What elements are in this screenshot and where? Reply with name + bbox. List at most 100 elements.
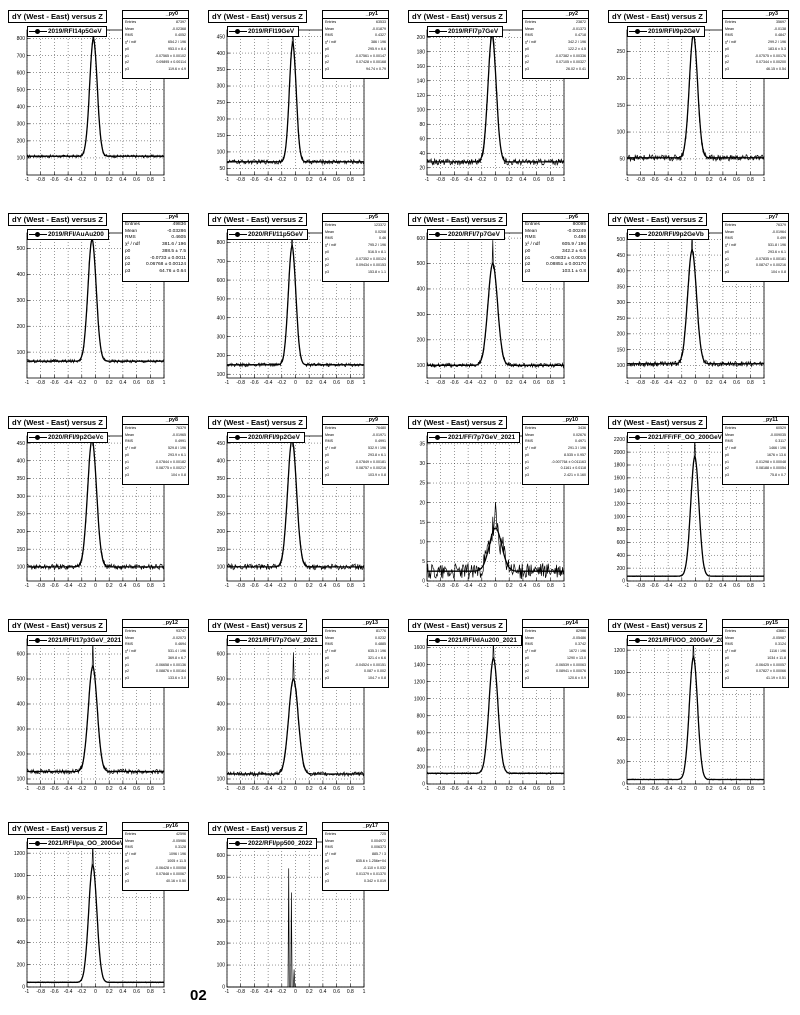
x-tick-label: 0.4 [119, 177, 126, 183]
x-tick-label: 0 [294, 583, 297, 589]
stats-key: p1 [125, 255, 131, 261]
legend-label: 2021/FF/7p7GeV_2021 [448, 434, 516, 441]
stats-row: RMS 0.4327 [323, 32, 388, 39]
x-tick-label: 0.4 [319, 177, 326, 183]
stats-row: p0 1034 ± 11.8 [723, 655, 788, 662]
x-tick-label: -0.6 [450, 583, 459, 589]
x-tick-label: 0.2 [706, 380, 713, 386]
stats-box-name: _py14 [523, 620, 588, 628]
x-tick-label: 1 [163, 177, 166, 183]
stats-row: χ² / ndf 342.2 / 196 [523, 39, 588, 46]
stats-value: 635.6 ± 1.256e+04 [355, 858, 386, 863]
x-tick-label: -0.4 [664, 786, 673, 792]
x-tick-label: -0.8 [636, 177, 645, 183]
stats-row: p2 0.1161 ± 0.0118 [523, 465, 588, 472]
stats-row: χ² / ndf 532.9 / 196 [323, 445, 388, 452]
stats-row: p0 1005 ± 11.5 [123, 858, 188, 865]
x-tick-label: 1 [763, 583, 766, 589]
x-tick-label: -1 [25, 177, 30, 183]
x-tick-label: 0.8 [347, 583, 354, 589]
legend-label: 2019/RFI/AuAu200 [48, 231, 104, 238]
legend-box: 2020/RFI/9p2GeVc [27, 432, 109, 443]
stats-row: Mean 0.02676 [523, 432, 588, 439]
y-tick-label: 1000 [614, 670, 625, 676]
x-tick-label: -1 [225, 786, 230, 792]
stats-key: p2 [125, 466, 129, 471]
stats-key: p3 [325, 675, 329, 680]
y-tick-label: 200 [217, 752, 226, 758]
y-tick-label: 700 [17, 53, 26, 59]
stats-key: Mean [125, 838, 134, 843]
y-tick-label: 1800 [614, 463, 625, 469]
y-tick-label: 100 [217, 963, 226, 969]
stats-key: χ² / ndf [525, 242, 540, 248]
stats-row: RMS 0.4991 [123, 438, 188, 445]
x-tick-label: 0 [494, 786, 497, 792]
stats-key: p1 [725, 53, 729, 58]
stats-key: Entries [125, 832, 137, 836]
stats-row: p2 0.09434 ± 0.00153 [323, 262, 388, 269]
histogram-title: dY (West - East) versus Z [8, 10, 107, 23]
stats-key: Entries [525, 20, 537, 24]
y-tick-label: 350 [617, 284, 626, 290]
stats-row: Entries 93747 [123, 628, 188, 635]
stats-row: Mean -0.0138 [723, 26, 788, 33]
stats-key: p2 [525, 262, 531, 268]
stats-key: χ² / ndf [125, 649, 137, 654]
x-tick-label: 0.6 [733, 380, 740, 386]
histogram-title: dY (West - East) versus Z [208, 822, 307, 835]
legend-marker-icon [28, 433, 48, 442]
stats-row: p1 -0.007764 ± 0.011163 [523, 459, 588, 466]
stats-value: 0.06768 ± 0.00124 [146, 262, 186, 268]
stats-box-name: _py15 [723, 620, 788, 628]
histogram-title: dY (West - East) versus Z [208, 619, 307, 632]
y-tick-label: 500 [17, 87, 26, 93]
stats-row: p3 104 ± 0.8 [723, 269, 788, 276]
stats-box: _py12 Entries 93747 Mean -0.02073 RMS 0.4694 χ²… [122, 619, 189, 688]
stats-value: 0.4991 [175, 439, 186, 444]
stats-value: 87397 [176, 20, 186, 24]
x-tick-label: -0.2 [677, 177, 686, 183]
y-tick-label: 400 [617, 269, 626, 275]
stats-row: p3 119.6 ± 4.9 [123, 66, 188, 73]
stats-value: 0.08757 ± 0.00216 [356, 466, 386, 471]
fit-curve [627, 654, 764, 781]
stats-key: χ² / ndf [325, 446, 337, 451]
stats-value: 293.8 ± 6.1 [368, 452, 386, 457]
y-tick-label: 100 [217, 372, 226, 378]
stats-value: 1005 ± 11.5 [167, 858, 186, 863]
stats-value: -0.01298 ± 0.00048 [754, 459, 786, 464]
stats-value: 93747 [176, 629, 186, 633]
x-tick-label: 1 [363, 989, 366, 995]
stats-row: RMS 0.4971 [523, 438, 588, 445]
y-tick-label: 200 [617, 566, 626, 572]
legend-label: 2020/RFI/9p2GeVc [48, 434, 104, 441]
y-tick-label: 600 [17, 70, 26, 76]
stats-key: χ² / ndf [125, 40, 137, 45]
x-tick-label: 0.4 [319, 989, 326, 995]
stats-key: p0 [725, 452, 729, 457]
stats-value: 0.08851 ± 0.00170 [546, 262, 586, 268]
y-tick-label: 35 [419, 442, 425, 448]
stats-value: 1290 ± 13.0 [567, 655, 586, 660]
stats-key: χ² / ndf [525, 649, 537, 654]
stats-value: 0.4605 [171, 235, 186, 241]
stats-key: p2 [325, 60, 329, 65]
stats-value: 35697 [776, 20, 786, 24]
stats-key: p3 [525, 675, 529, 680]
stats-box: _py16 Entries 42596 Mean -0.05986 RMS 0.3128 χ²… [122, 822, 189, 891]
histogram-title: dY (West - East) versus Z [208, 213, 307, 226]
x-tick-label: -0.6 [250, 380, 259, 386]
stats-box-name: _py13 [323, 620, 388, 628]
stats-key: p2 [125, 262, 131, 268]
legend-box: 2019/RFI14p5GeV [27, 26, 107, 37]
legend-box: 2019/RFI19GeV [227, 26, 300, 37]
x-tick-label: 0.6 [533, 177, 540, 183]
stats-value: 299.2 / 196 [768, 40, 786, 45]
histogram-title: dY (West - East) versus Z [408, 213, 507, 226]
x-tick-label: -0.6 [650, 786, 659, 792]
stats-row: Mean -0.009035 [723, 432, 788, 439]
stats-key: Mean [725, 635, 734, 640]
x-tick-label: 0.6 [533, 380, 540, 386]
stats-key: Mean [125, 635, 134, 640]
